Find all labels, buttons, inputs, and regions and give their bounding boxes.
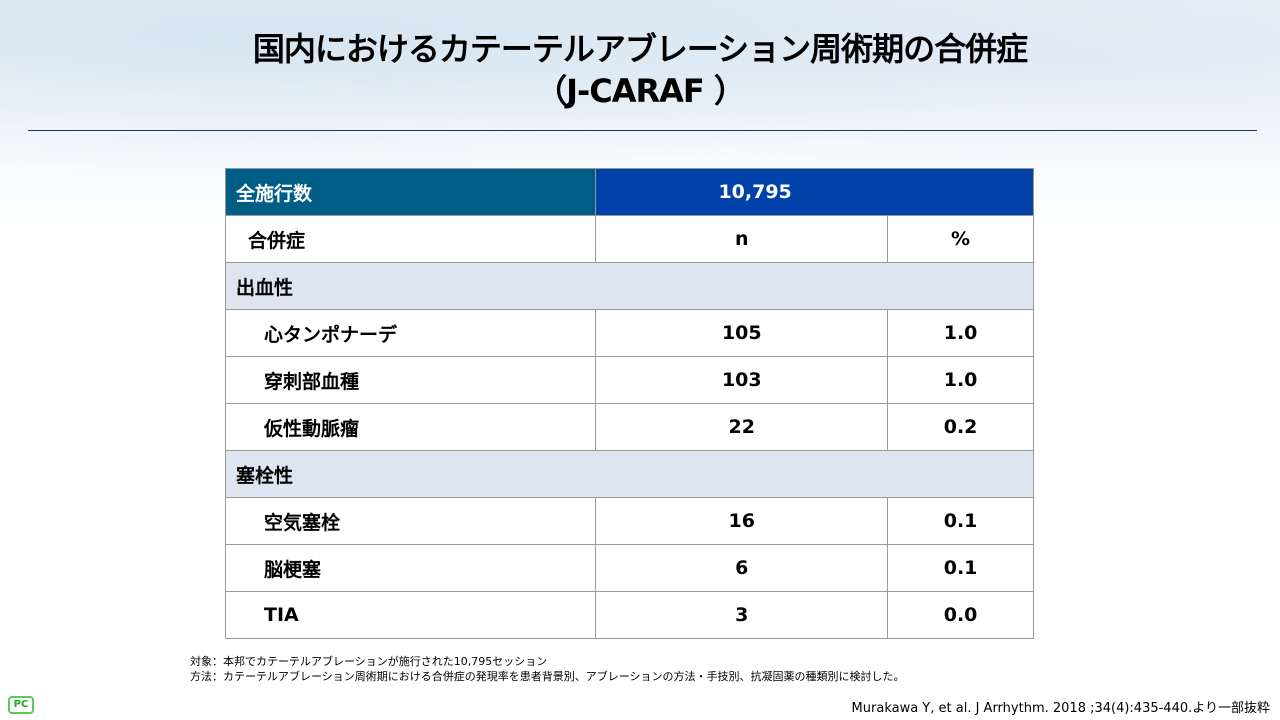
section-row: 出血性 (225, 262, 1034, 310)
complication-name: 空気塞栓 (224, 497, 597, 545)
title-line-1: 国内におけるカテーテルアブレーション周術期の合併症 (252, 30, 1028, 68)
note-method: 方法：カテーテルアブレーション周術期における合併症の発現率を患者背景別、アブレー… (190, 670, 905, 683)
complication-name: 心タンポナーデ (224, 309, 597, 357)
table-row: 空気塞栓 16 0.1 (224, 497, 1034, 545)
col-header-pct: % (887, 215, 1034, 263)
note-subject: 対象：本邦でカテーテルアブレーションが施行された10,795セッション (190, 655, 548, 668)
count-cell: 105 (595, 309, 889, 357)
total-row: 全施行数 10,795 (224, 168, 1034, 216)
logo: PC (8, 696, 34, 714)
section-label: 塞栓性 (225, 450, 1034, 498)
title-line-2: （J-CARAF ） (535, 72, 746, 110)
section-label: 出血性 (225, 262, 1034, 310)
table-row: 穿刺部血種 103 1.0 (224, 356, 1034, 404)
table-row: 仮性動脈瘤 22 0.2 (224, 403, 1034, 451)
section-row: 塞栓性 (225, 450, 1034, 498)
total-value: 10,795 (595, 168, 1034, 216)
count-cell: 6 (595, 544, 889, 592)
percent-cell: 0.2 (887, 403, 1034, 451)
table-row: 心タンポナーデ 105 1.0 (224, 309, 1034, 357)
citation: Murakawa Y, et al. J Arrhythm. 2018 ;34(… (851, 701, 1270, 716)
count-cell: 3 (595, 591, 889, 639)
percent-cell: 0.1 (887, 544, 1034, 592)
percent-cell: 1.0 (887, 309, 1034, 357)
complication-name: 脳梗塞 (224, 544, 597, 592)
page-title: 国内におけるカテーテルアブレーション周術期の合併症 （J-CARAF ） (0, 28, 1280, 112)
percent-cell: 0.1 (887, 497, 1034, 545)
count-cell: 16 (595, 497, 889, 545)
col-header-n: n (595, 215, 889, 263)
title-divider (28, 130, 1257, 131)
background-glow (0, 0, 1280, 200)
column-header-row: 合併症 n % (224, 215, 1034, 263)
count-cell: 103 (595, 356, 889, 404)
total-label: 全施行数 (224, 168, 597, 216)
complications-table: 全施行数 10,795 合併症 n % 出血性 心タンポナーデ 105 1.0 穿刺部血… (224, 168, 1034, 639)
notes: 対象：本邦でカテーテルアブレーションが施行された10,795セッション 方法：カ… (190, 654, 905, 684)
percent-cell: 1.0 (887, 356, 1034, 404)
table-row: 脳梗塞 6 0.1 (224, 544, 1034, 592)
complication-name: 穿刺部血種 (224, 356, 597, 404)
table-row: TIA 3 0.0 (224, 591, 1034, 639)
complication-name: TIA (224, 591, 597, 639)
count-cell: 22 (595, 403, 889, 451)
col-header-complication: 合併症 (224, 215, 597, 263)
percent-cell: 0.0 (887, 591, 1034, 639)
complication-name: 仮性動脈瘤 (224, 403, 597, 451)
